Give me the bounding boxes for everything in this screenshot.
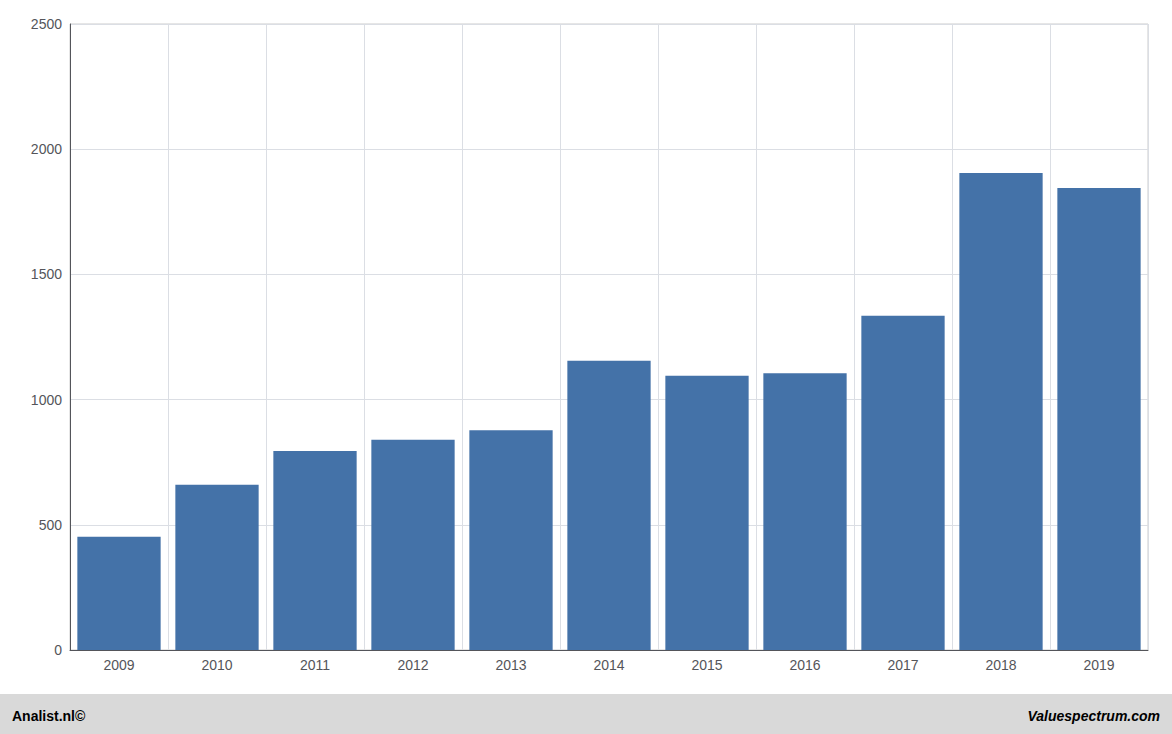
- svg-text:2015: 2015: [691, 657, 722, 673]
- svg-text:500: 500: [39, 517, 63, 533]
- svg-text:2000: 2000: [31, 141, 62, 157]
- svg-text:2017: 2017: [887, 657, 918, 673]
- svg-text:2019: 2019: [1083, 657, 1114, 673]
- svg-text:2500: 2500: [31, 16, 62, 32]
- svg-text:1500: 1500: [31, 266, 62, 282]
- svg-text:2016: 2016: [789, 657, 820, 673]
- svg-text:0: 0: [54, 642, 62, 658]
- svg-text:2014: 2014: [593, 657, 624, 673]
- svg-text:2018: 2018: [985, 657, 1016, 673]
- svg-text:Valuespectrum.com: Valuespectrum.com: [1027, 708, 1160, 724]
- svg-text:2011: 2011: [300, 657, 330, 673]
- svg-text:1000: 1000: [31, 392, 62, 408]
- svg-text:2013: 2013: [495, 657, 526, 673]
- svg-text:2012: 2012: [397, 657, 428, 673]
- svg-text:Analist.nl©: Analist.nl©: [12, 708, 86, 724]
- svg-text:2010: 2010: [201, 657, 232, 673]
- svg-text:2009: 2009: [103, 657, 134, 673]
